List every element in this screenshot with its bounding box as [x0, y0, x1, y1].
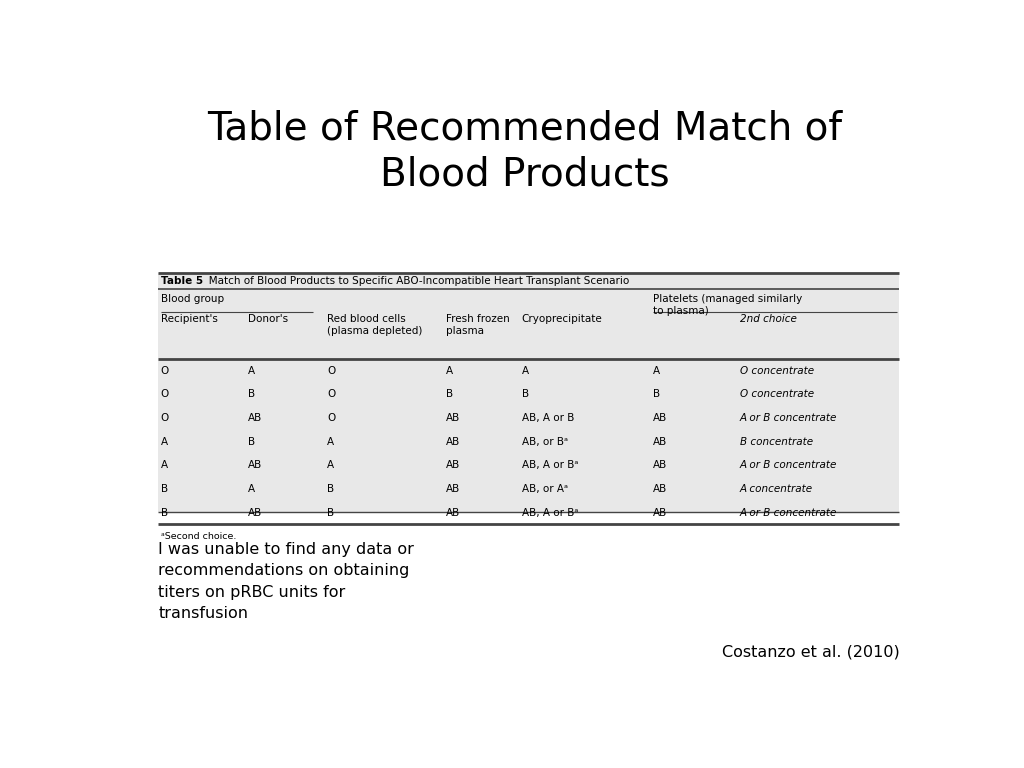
Text: AB, A or Bᵃ: AB, A or Bᵃ — [521, 460, 578, 470]
Text: B: B — [161, 508, 168, 518]
Text: Costanzo et al. (2010): Costanzo et al. (2010) — [722, 645, 899, 660]
Text: AB: AB — [652, 484, 667, 494]
Text: A: A — [446, 366, 454, 376]
Text: B: B — [248, 437, 255, 447]
Text: B: B — [161, 484, 168, 494]
Text: AB, A or B: AB, A or B — [521, 413, 574, 423]
Text: AB, A or Bᵃ: AB, A or Bᵃ — [521, 508, 578, 518]
Text: O: O — [161, 413, 169, 423]
Text: Cryoprecipitate: Cryoprecipitate — [521, 314, 602, 324]
Text: AB: AB — [446, 508, 461, 518]
Text: O: O — [328, 366, 336, 376]
Text: A or B concentrate: A or B concentrate — [740, 508, 838, 518]
Text: AB: AB — [652, 508, 667, 518]
Text: A: A — [521, 366, 528, 376]
Text: O: O — [328, 389, 336, 399]
Text: A: A — [161, 460, 168, 470]
Text: AB, or Aᵃ: AB, or Aᵃ — [521, 484, 567, 494]
Text: AB: AB — [446, 413, 461, 423]
Text: AB: AB — [652, 413, 667, 423]
Text: Platelets (managed similarly
to plasma): Platelets (managed similarly to plasma) — [652, 294, 802, 316]
Text: Match of Blood Products to Specific ABO-Incompatible Heart Transplant Scenario: Match of Blood Products to Specific ABO-… — [200, 276, 630, 286]
Text: AB: AB — [248, 413, 262, 423]
Text: AB: AB — [248, 508, 262, 518]
Text: A: A — [328, 460, 334, 470]
Text: AB: AB — [652, 460, 667, 470]
Text: I was unable to find any data or
recommendations on obtaining
titers on pRBC uni: I was unable to find any data or recomme… — [158, 541, 414, 621]
Text: A: A — [248, 366, 255, 376]
Text: B: B — [328, 508, 334, 518]
Text: O: O — [161, 366, 169, 376]
Text: AB: AB — [248, 460, 262, 470]
Text: AB: AB — [446, 460, 461, 470]
Text: Table of Recommended Match of
Blood Products: Table of Recommended Match of Blood Prod… — [207, 110, 843, 194]
Text: A: A — [248, 484, 255, 494]
Text: AB: AB — [446, 437, 461, 447]
Text: ᵃSecond choice.: ᵃSecond choice. — [162, 531, 237, 541]
Text: Recipient's: Recipient's — [161, 314, 217, 324]
FancyBboxPatch shape — [158, 273, 899, 512]
Text: A concentrate: A concentrate — [740, 484, 813, 494]
Text: A: A — [328, 437, 334, 447]
Text: B: B — [521, 389, 528, 399]
Text: AB: AB — [446, 484, 461, 494]
Text: B: B — [446, 389, 454, 399]
Text: O: O — [328, 413, 336, 423]
Text: A or B concentrate: A or B concentrate — [740, 413, 838, 423]
Text: AB: AB — [652, 437, 667, 447]
Text: Donor's: Donor's — [248, 314, 288, 324]
Text: AB, or Bᵃ: AB, or Bᵃ — [521, 437, 567, 447]
Text: Red blood cells
(plasma depleted): Red blood cells (plasma depleted) — [328, 314, 423, 336]
Text: B: B — [652, 389, 659, 399]
Text: O concentrate: O concentrate — [740, 366, 814, 376]
Text: B concentrate: B concentrate — [740, 437, 813, 447]
Text: A: A — [161, 437, 168, 447]
Text: A: A — [652, 366, 659, 376]
Text: B: B — [248, 389, 255, 399]
Text: Table 5: Table 5 — [162, 276, 204, 286]
Text: A or B concentrate: A or B concentrate — [740, 460, 838, 470]
Text: Blood group: Blood group — [162, 294, 224, 304]
Text: O: O — [161, 389, 169, 399]
Text: Fresh frozen
plasma: Fresh frozen plasma — [446, 314, 510, 336]
Text: B: B — [328, 484, 334, 494]
Text: 2nd choice: 2nd choice — [740, 314, 797, 324]
Text: O concentrate: O concentrate — [740, 389, 814, 399]
